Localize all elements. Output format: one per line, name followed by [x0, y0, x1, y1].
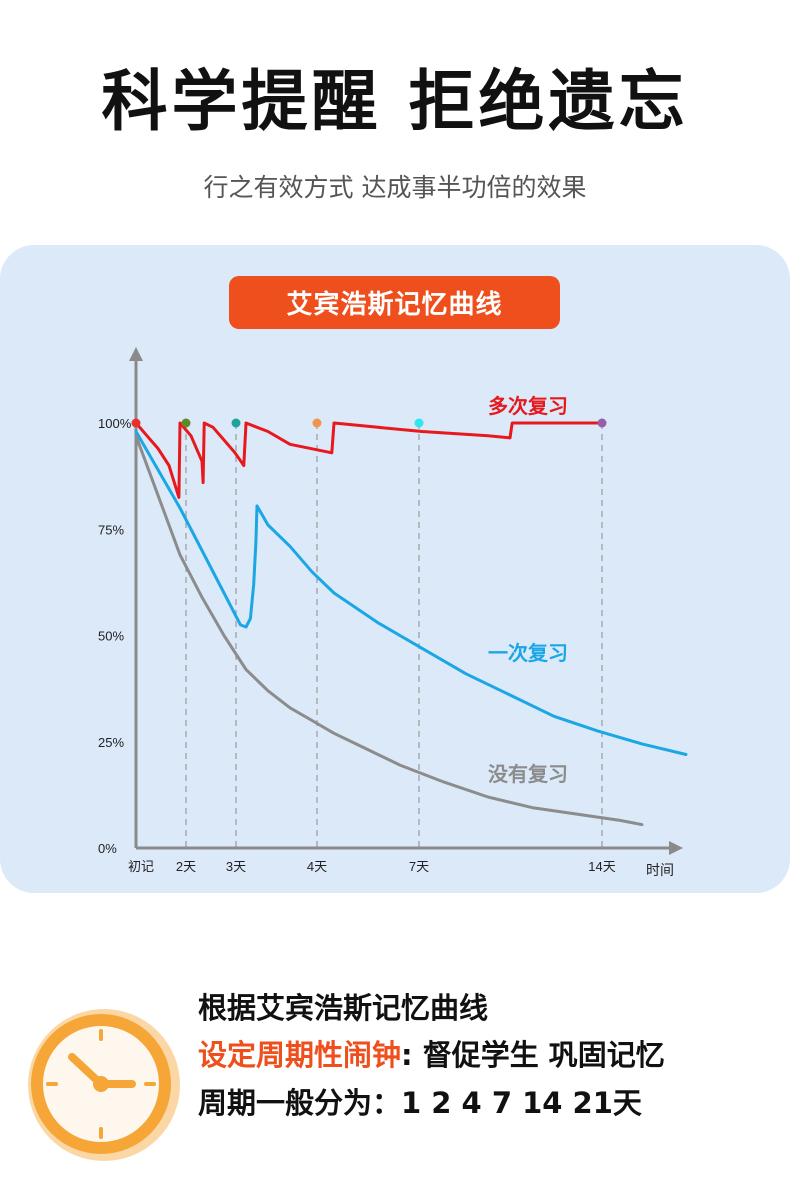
x-tick-label: 3天 — [226, 859, 246, 874]
review-marker — [231, 418, 241, 428]
note-line-2-rest: : 督促学生 巩固记忆 — [401, 1038, 665, 1072]
review-markers — [131, 418, 607, 428]
review-marker — [414, 418, 424, 428]
x-tick-label: 4天 — [307, 859, 327, 874]
series-label: 没有复习 — [488, 762, 568, 786]
series-label: 多次复习 — [488, 394, 568, 418]
review-marker — [312, 418, 322, 428]
chart-axes — [129, 347, 683, 855]
review-marker — [597, 418, 607, 428]
y-tick-label: 25% — [98, 735, 124, 750]
series-line-1 — [134, 421, 604, 499]
tick-labels: 0% 25% 50% 75% 100% 初记 2天 3天 4天 7天 14天 时间 — [98, 416, 674, 878]
x-axis-label: 时间 — [646, 862, 674, 878]
x-tick-label: 14天 — [588, 859, 615, 874]
note-line-3: 周期一般分为：1 2 4 7 14 21天 — [198, 1086, 642, 1120]
review-marker — [181, 418, 191, 428]
series-line-3 — [134, 434, 644, 827]
page-subtitle: 行之有效方式 达成事半功倍的效果 — [203, 173, 587, 202]
y-tick-label: 75% — [98, 522, 124, 537]
page-title: 科学提醒 拒绝遗忘 — [101, 63, 689, 140]
series-line-2 — [134, 430, 688, 756]
x-tick-label: 2天 — [176, 859, 196, 874]
clock-icon — [28, 1009, 180, 1161]
note-line-2: 设定周期性闹钟: 督促学生 巩固记忆 — [198, 1032, 665, 1074]
chart-title: 艾宾浩斯记忆曲线 — [229, 276, 560, 329]
y-tick-label: 50% — [98, 629, 124, 644]
y-tick-label: 0% — [98, 841, 117, 856]
note-accent: 设定周期性闹钟 — [198, 1038, 402, 1072]
x-tick-label: 7天 — [409, 859, 429, 874]
review-marker — [131, 418, 141, 428]
note-line-1: 根据艾宾浩斯记忆曲线 — [198, 991, 489, 1025]
review-guides — [185, 423, 603, 848]
series-label: 一次复习 — [488, 641, 568, 665]
x-tick-label: 初记 — [128, 859, 154, 874]
y-tick-label: 100% — [98, 416, 132, 431]
chart-series — [134, 421, 688, 827]
